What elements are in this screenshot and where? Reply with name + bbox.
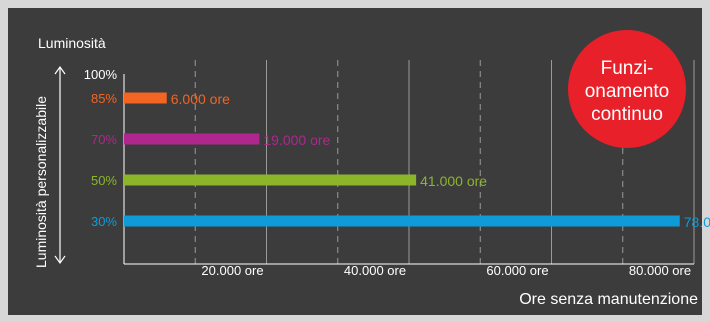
chart-title: Luminosità <box>38 35 106 51</box>
bar <box>124 215 680 227</box>
bar <box>124 133 260 145</box>
category-label: 50% <box>91 173 117 188</box>
x-tick-label: 20.000 ore <box>201 263 263 278</box>
bars: 85% 6.000 ore 70% 19.000 ore 50% 41.000 ore 30… <box>91 91 710 230</box>
badge-line-1: Funzi- <box>601 58 654 79</box>
badge-line-3: continuo <box>591 104 663 125</box>
x-tick-label: 40.000 ore <box>344 263 406 278</box>
x-tick-label: 60.000 ore <box>486 263 548 278</box>
category-label: 70% <box>91 132 117 147</box>
y-arrow-up <box>54 65 66 75</box>
y-arrow-down <box>54 255 66 265</box>
bar-value-label: 78.000 ore <box>684 214 710 230</box>
bar <box>124 92 167 104</box>
grid-lines <box>194 60 695 264</box>
bar-value-label: 6.000 ore <box>171 91 230 107</box>
y-axis-label: Luminosità personalizzabile <box>33 96 49 268</box>
category-label: 85% <box>91 91 117 106</box>
bar-value-label: 41.000 ore <box>420 173 487 189</box>
badge-circle <box>568 30 686 148</box>
x-tick-labels: 20.000 ore 40.000 ore 60.000 ore 80.000 ore <box>201 263 691 278</box>
bar-value-label: 19.000 ore <box>263 132 330 148</box>
continuous-operation-badge: Funzi- onamento continuo <box>568 30 686 148</box>
y-top-label: 100% <box>84 67 118 82</box>
x-axis-label: Ore senza manutenzione <box>519 291 698 308</box>
category-label: 30% <box>91 214 117 229</box>
badge-line-2: onamento <box>585 81 670 102</box>
x-tick-label: 80.000 ore <box>629 263 691 278</box>
bar <box>124 174 417 186</box>
